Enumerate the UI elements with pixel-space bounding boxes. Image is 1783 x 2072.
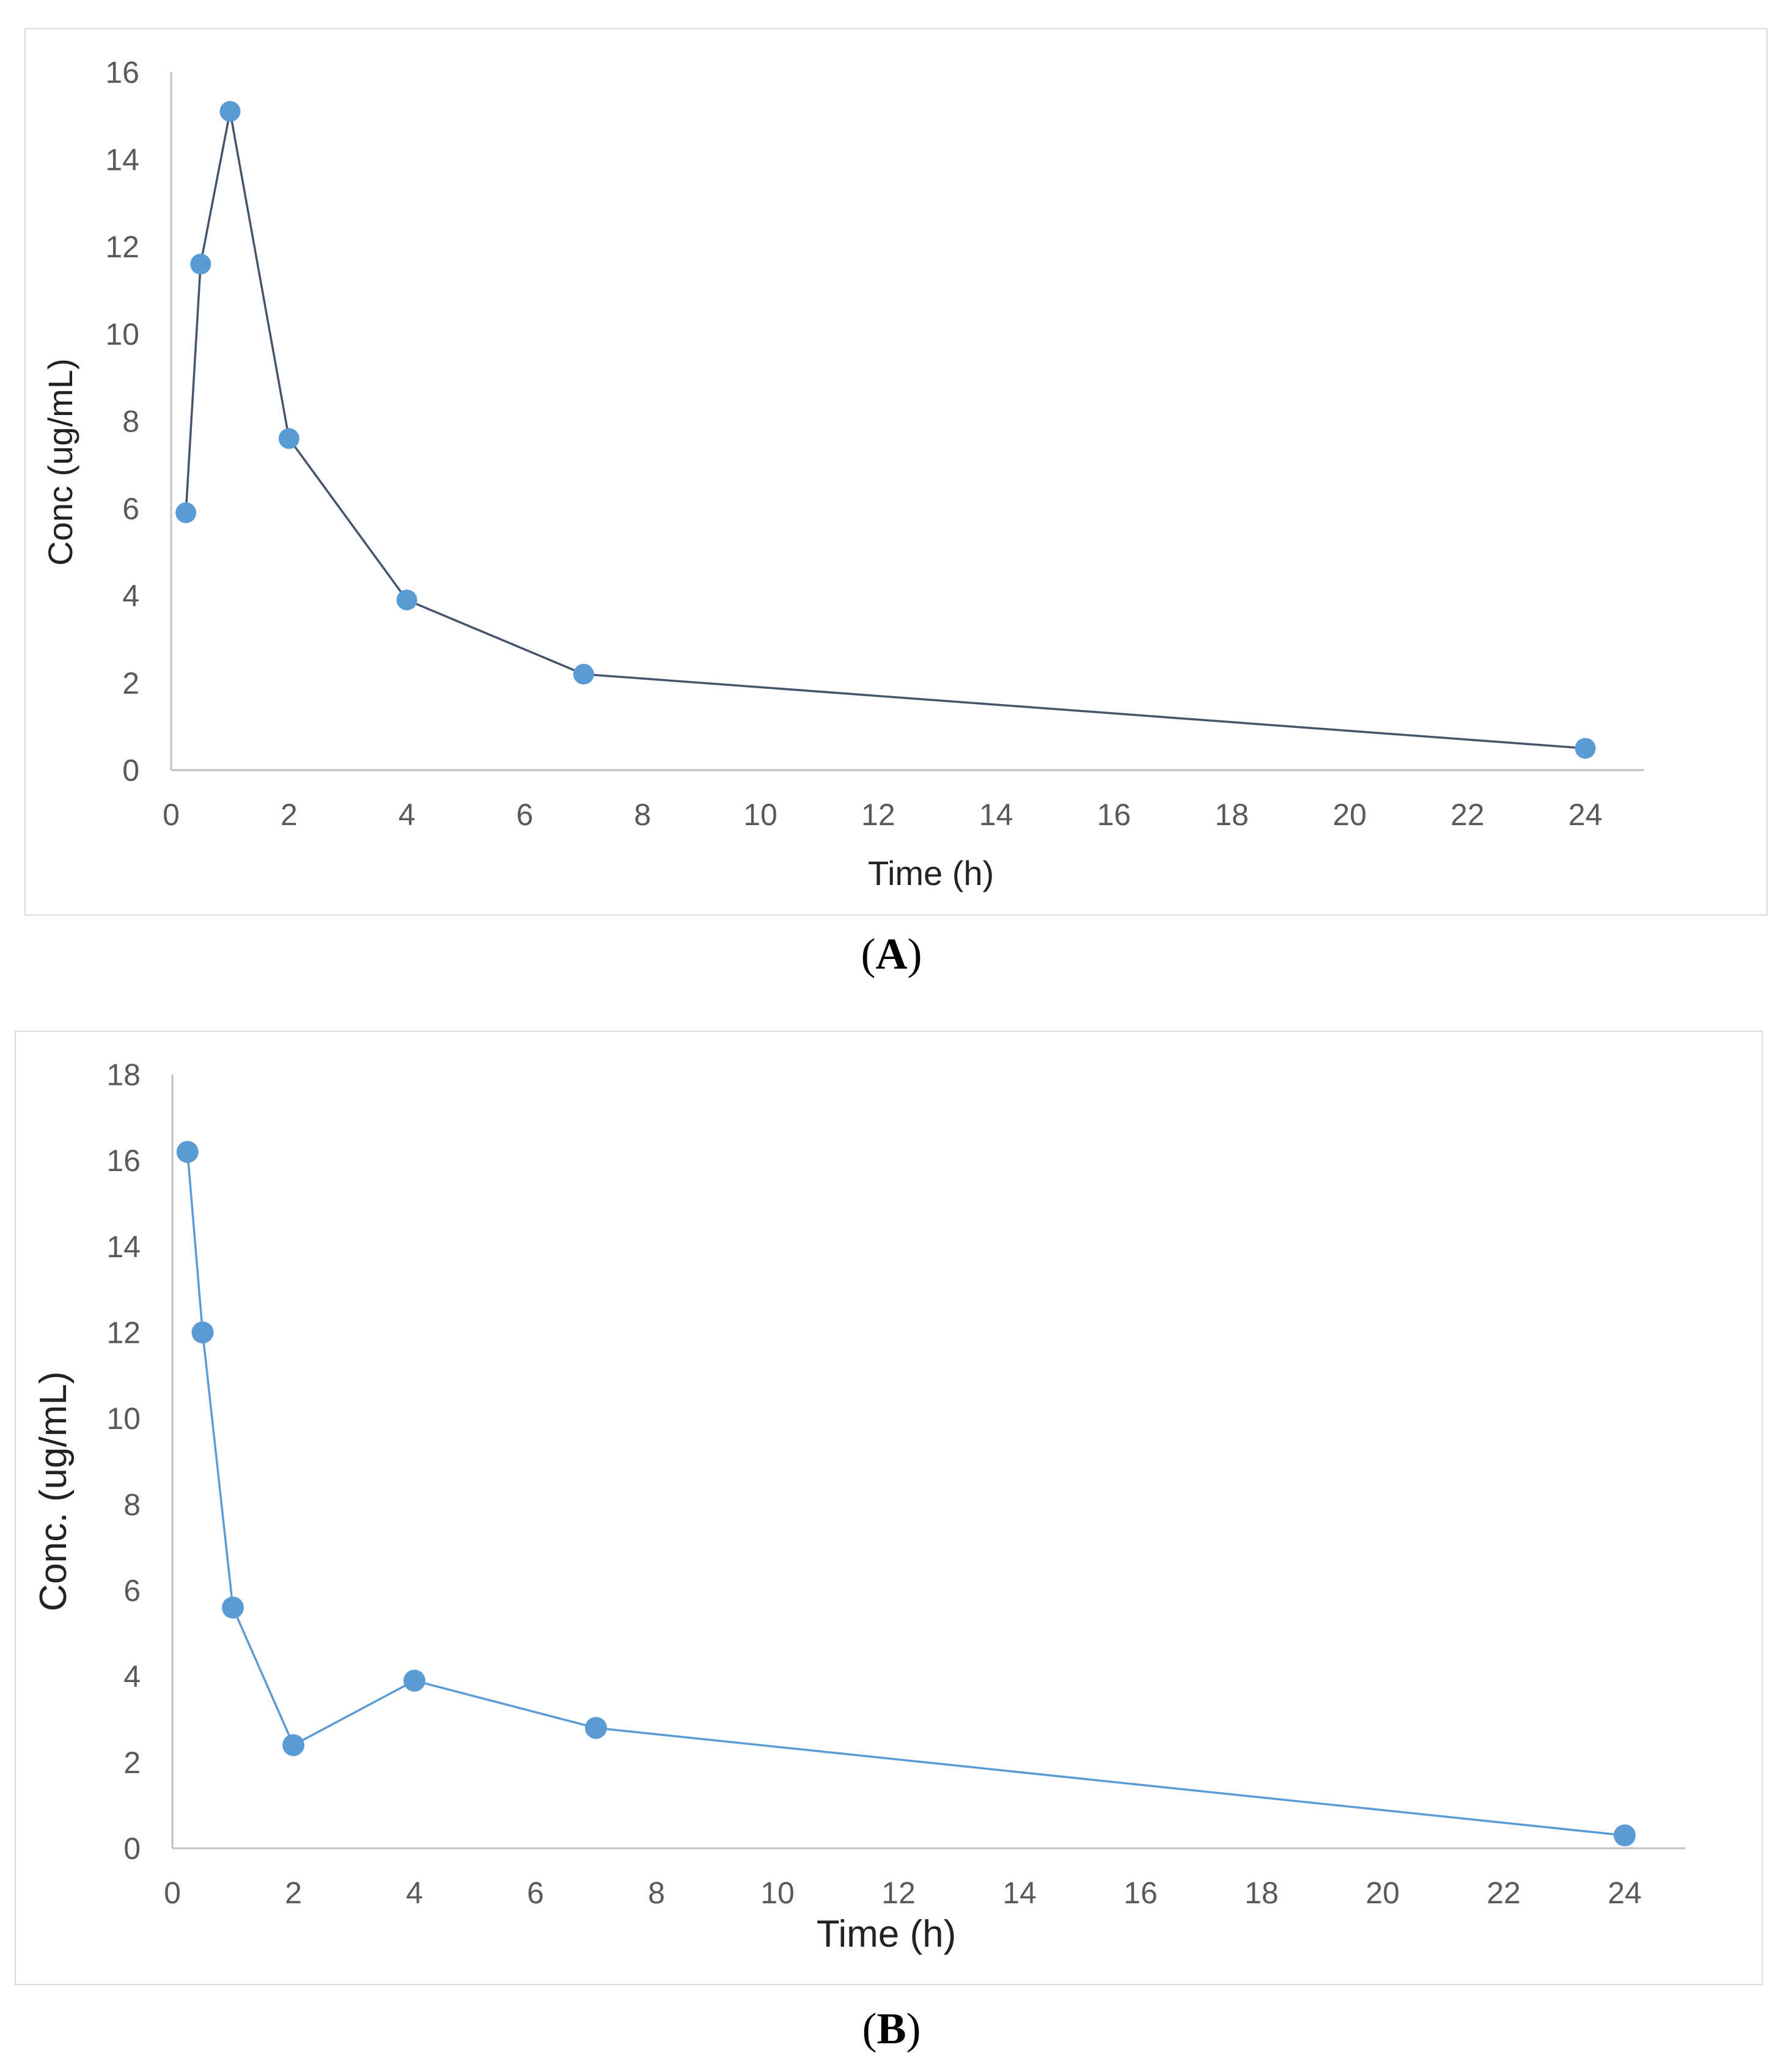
- caption-b-close: ): [906, 2004, 921, 2053]
- chart-b-y-tick-label: 14: [106, 1230, 141, 1264]
- chart-a-y-tick-label: 16: [105, 56, 139, 90]
- chart-a-y-tick-label: 0: [122, 754, 139, 788]
- chart-b-y-tick-label: 12: [106, 1316, 141, 1350]
- caption-b-label: B: [877, 2004, 906, 2053]
- chart-b-data-point: [585, 1717, 607, 1740]
- caption-b-open: (: [862, 2004, 877, 2053]
- chart-b-y-tick-label: 4: [123, 1659, 141, 1694]
- chart-a-x-tick-label: 2: [281, 798, 298, 832]
- chart-a-data-point: [1575, 738, 1596, 759]
- chart-a-x-axis-title: Time (h): [868, 854, 994, 892]
- caption-a-label: A: [875, 930, 908, 979]
- chart-a-x-tick-label: 4: [399, 798, 416, 832]
- chart-b-x-tick-label: 4: [406, 1876, 423, 1910]
- chart-b-y-tick-label: 10: [106, 1402, 141, 1436]
- chart-b-y-tick-label: 16: [106, 1144, 141, 1178]
- chart-b-data-point: [191, 1321, 214, 1343]
- chart-b-y-tick-label: 2: [123, 1746, 141, 1780]
- chart-a-y-tick-label: 6: [122, 491, 139, 526]
- chart-a-y-tick-label: 12: [105, 230, 139, 264]
- chart-a-y-tick-label: 4: [122, 579, 139, 613]
- chart-b-x-tick-label: 22: [1487, 1876, 1521, 1910]
- chart-a-data-point: [219, 101, 241, 122]
- chart-b-x-tick-label: 6: [527, 1876, 544, 1910]
- chart-b-x-tick-label: 0: [164, 1876, 181, 1910]
- chart-a-data-point: [190, 254, 211, 275]
- chart-b-y-tick-label: 0: [123, 1832, 141, 1866]
- chart-a-x-tick-label: 18: [1215, 798, 1249, 832]
- chart-b-y-axis-title: Conc. (ug/mL): [32, 1372, 75, 1612]
- chart-b-data-point: [282, 1734, 304, 1757]
- chart-a-data-point: [573, 663, 594, 685]
- chart-a-x-tick-label: 20: [1333, 798, 1367, 832]
- chart-b-y-tick-label: 18: [106, 1058, 141, 1092]
- chart-a-y-tick-label: 8: [122, 405, 139, 439]
- chart-b-data-point: [403, 1669, 425, 1692]
- chart-panel-b: [15, 1030, 1763, 1985]
- chart-a-y-tick-label: 2: [122, 666, 139, 700]
- chart-b-x-tick-label: 2: [285, 1876, 302, 1910]
- caption-a-open: (: [861, 930, 876, 979]
- chart-b-x-tick-label: 12: [881, 1876, 916, 1910]
- chart-panel-a: [24, 28, 1768, 916]
- chart-a-y-tick-label: 14: [105, 142, 139, 177]
- chart-b-data-point: [1614, 1824, 1636, 1846]
- chart-a-y-axis-title: Conc (ug/mL): [41, 358, 79, 565]
- chart-a-x-tick-label: 24: [1568, 798, 1603, 832]
- chart-b-data-point: [176, 1141, 199, 1163]
- chart-a-x-tick-label: 12: [861, 798, 895, 832]
- chart-a-data-point: [396, 589, 417, 611]
- chart-a-data-point: [278, 428, 300, 449]
- chart-a-x-tick-label: 8: [634, 798, 651, 832]
- chart-b-x-tick-label: 10: [760, 1876, 795, 1910]
- chart-a-x-tick-label: 0: [163, 798, 180, 832]
- chart-b-data-point: [222, 1596, 244, 1619]
- caption-a: (A): [0, 929, 1783, 980]
- chart-a-x-tick-label: 22: [1450, 798, 1485, 832]
- chart-b-x-tick-label: 20: [1366, 1876, 1400, 1910]
- caption-b: (B): [0, 2004, 1783, 2054]
- chart-b-x-tick-label: 14: [1002, 1876, 1037, 1910]
- chart-a-x-tick-label: 10: [743, 798, 778, 832]
- chart-b-x-tick-label: 16: [1123, 1876, 1158, 1910]
- chart-a-y-tick-label: 10: [105, 317, 139, 351]
- chart-b-y-tick-label: 6: [123, 1574, 141, 1608]
- chart-a-data-point: [175, 502, 197, 523]
- chart-b-x-axis-title: Time (h): [817, 1913, 956, 1955]
- chart-b-y-tick-label: 8: [123, 1488, 141, 1522]
- chart-a-x-tick-label: 14: [979, 798, 1013, 832]
- chart-b-x-tick-label: 8: [648, 1876, 665, 1910]
- chart-a-x-tick-label: 6: [516, 798, 533, 832]
- chart-b-series-line: [186, 1152, 1625, 1837]
- chart-a-x-tick-label: 16: [1097, 798, 1131, 832]
- chart-b-x-tick-label: 18: [1244, 1876, 1279, 1910]
- chart-b-x-tick-label: 24: [1608, 1876, 1642, 1910]
- caption-a-close: ): [907, 930, 922, 979]
